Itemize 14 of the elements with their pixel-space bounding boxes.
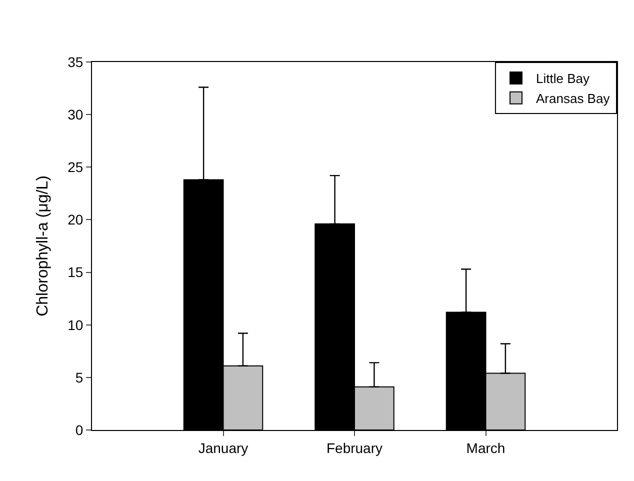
y-axis-title: Chlorophyll-a (μg/L) [34, 176, 52, 316]
legend-label: Aransas Bay [536, 90, 610, 106]
y-tick-label: 25 [68, 159, 84, 176]
x-tick-label: January [198, 440, 248, 456]
legend-label: Little Bay [536, 71, 590, 86]
y-tick-label: 10 [68, 316, 84, 333]
y-tick-label: 15 [68, 264, 84, 280]
y-tick-label: 0 [75, 422, 84, 438]
y-tick-label: 30 [68, 106, 84, 122]
x-tick-label: March [466, 440, 506, 456]
y-tick-label: 35 [68, 54, 84, 70]
x-tick-label: February [326, 440, 383, 456]
y-tick-label: 20 [68, 212, 84, 228]
y-tick-label: 5 [75, 369, 84, 386]
